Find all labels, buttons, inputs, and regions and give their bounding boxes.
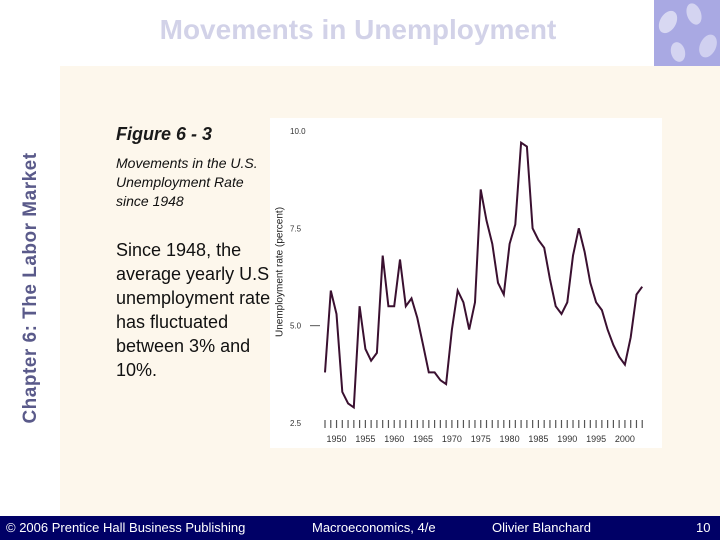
corner-pattern-icon (658, 3, 717, 62)
y-tick-label: 2.5 (290, 419, 302, 428)
x-tick-label: 1970 (442, 434, 462, 444)
x-tick-label: 1975 (471, 434, 491, 444)
x-tick-label: 1960 (384, 434, 404, 444)
side-title-bar: Chapter 6: The Labor Market (0, 60, 60, 516)
y-tick-label: 10.0 (290, 127, 306, 136)
y-tick-label: 5.0 (290, 322, 302, 331)
page-number: 10 (696, 520, 711, 535)
x-tick-label: 1990 (557, 434, 577, 444)
footer-book: Macroeconomics, 4/e (312, 520, 436, 535)
x-tick-label: 1985 (528, 434, 548, 444)
series-line (324, 140, 644, 410)
x-tick-label: 1955 (355, 434, 375, 444)
x-tick-label: 1950 (327, 434, 347, 444)
figure-caption: Movements in the U.S. Unemployment Rate … (116, 155, 258, 209)
x-tick-label: 1965 (413, 434, 433, 444)
figure-label: Figure 6 - 3 (116, 124, 213, 144)
footer-bar: © 2006 Prentice Hall Business Publishing… (0, 516, 720, 540)
x-tick-label: 1980 (500, 434, 520, 444)
y-axis-label: Unemployment rate (percent) (274, 206, 286, 338)
figure-body-text: Since 1948, the average yearly U.S. unem… (116, 240, 275, 380)
y-tick-label: 7.5 (290, 224, 302, 233)
footer-copyright: © 2006 Prentice Hall Business Publishing (6, 520, 246, 535)
chapter-title: Chapter 6: The Labor Market (20, 152, 41, 424)
unemployment-line-chart: 10.0 7.5 5.0 2.5 1950 1955 1960 1965 1970 1975 19… (290, 127, 644, 444)
corner-decoration (654, 0, 720, 66)
slide-title: Movements in Unemployment (159, 14, 557, 45)
x-tick-label: 2000 (615, 434, 635, 444)
x-tick-label: 1995 (586, 434, 606, 444)
chart-container: 10.0 7.5 5.0 2.5 1950 1955 1960 1965 1970 1975 19… (270, 118, 662, 448)
footer-author: Olivier Blanchard (492, 520, 591, 535)
